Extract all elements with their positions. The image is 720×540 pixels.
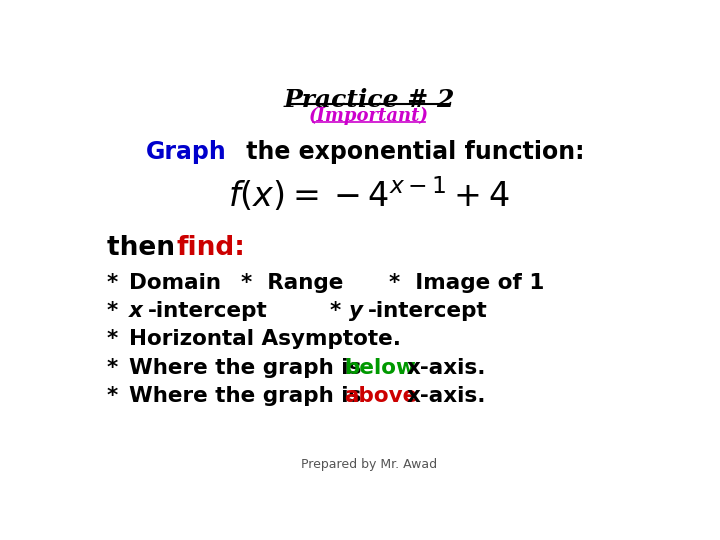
Text: $f\left(x\right)= -4^{x-1}+4$: $f\left(x\right)= -4^{x-1}+4$: [228, 175, 510, 214]
Text: *: *: [107, 273, 118, 293]
Text: the exponential function:: the exponential function:: [238, 140, 585, 164]
Text: -intercept: -intercept: [148, 301, 267, 321]
Text: *  Range: * Range: [240, 273, 343, 293]
Text: Prepared by Mr. Awad: Prepared by Mr. Awad: [301, 458, 437, 471]
Text: -intercept: -intercept: [368, 301, 487, 321]
Text: x-axis.: x-axis.: [406, 386, 486, 406]
Text: y: y: [349, 301, 364, 321]
Text: below: below: [344, 357, 415, 377]
Text: *: *: [107, 301, 118, 321]
Text: x: x: [129, 301, 143, 321]
Text: Horizontal Asymptote.: Horizontal Asymptote.: [129, 329, 401, 349]
Text: Graph: Graph: [145, 140, 227, 164]
Text: (Important): (Important): [309, 107, 429, 125]
Text: *: *: [107, 386, 118, 406]
Text: then: then: [107, 235, 184, 261]
Text: Where the graph is: Where the graph is: [129, 386, 369, 406]
Text: *: *: [107, 329, 118, 349]
Text: Practice # 2: Practice # 2: [283, 87, 455, 112]
Text: *  Image of 1: * Image of 1: [389, 273, 544, 293]
Text: Domain: Domain: [129, 273, 221, 293]
Text: x-axis.: x-axis.: [406, 357, 486, 377]
Text: Where the graph is: Where the graph is: [129, 357, 369, 377]
Text: *: *: [107, 357, 118, 377]
Text: above: above: [344, 386, 417, 406]
Text: *: *: [330, 301, 341, 321]
Text: find:: find:: [176, 235, 246, 261]
